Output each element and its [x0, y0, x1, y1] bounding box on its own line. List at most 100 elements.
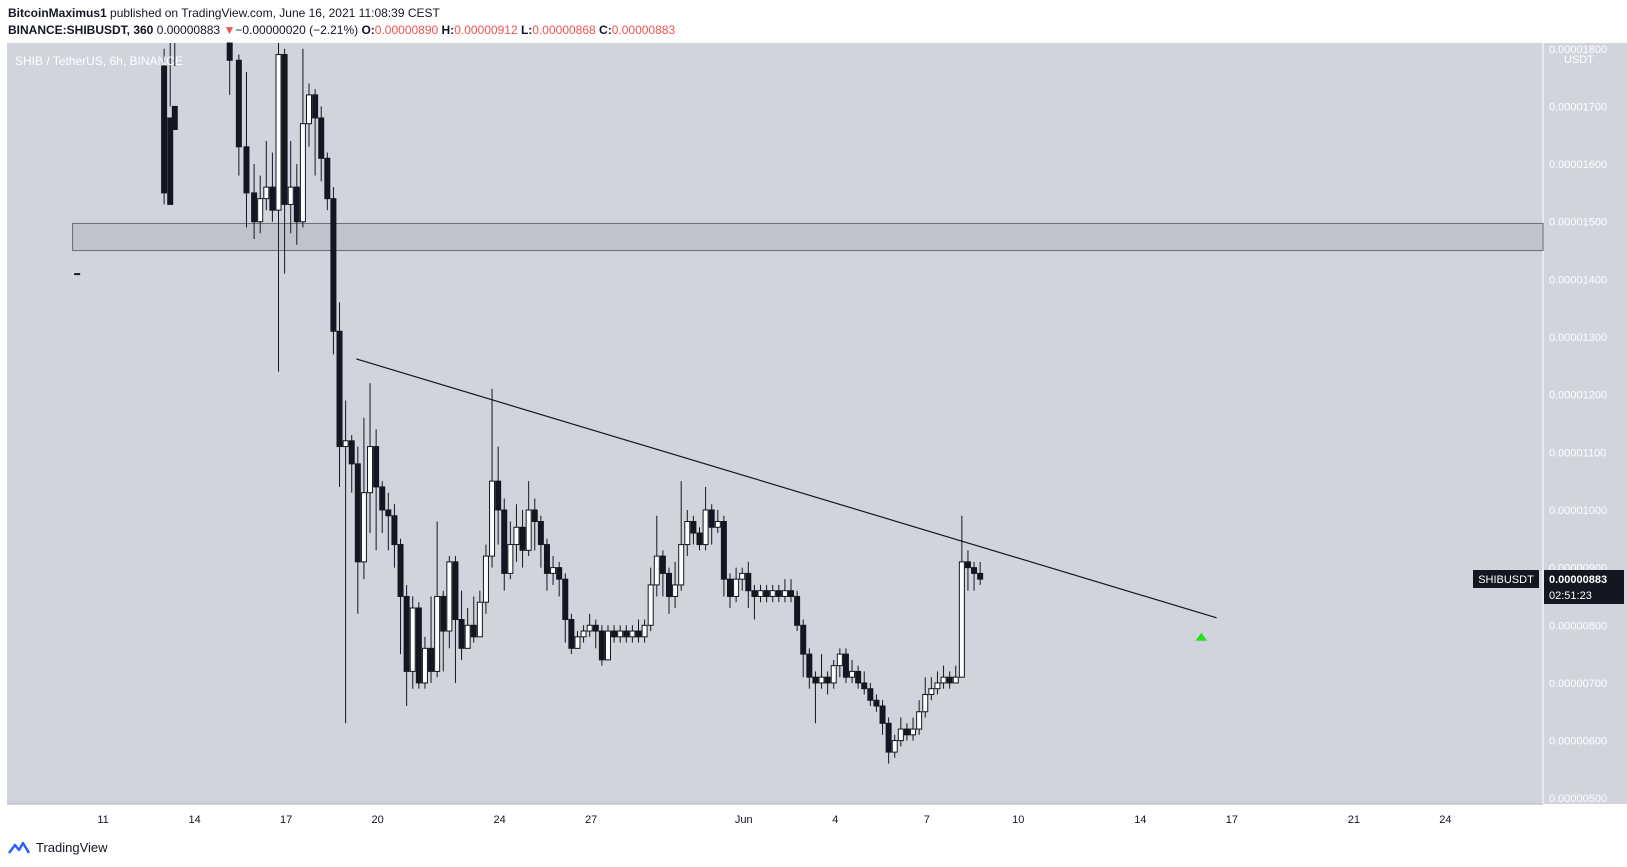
candle[interactable] [464, 607, 471, 649]
candle[interactable] [641, 619, 648, 643]
candle[interactable] [312, 89, 319, 176]
candle[interactable] [592, 619, 599, 649]
candle[interactable] [74, 43, 81, 276]
candle[interactable] [348, 435, 355, 493]
candle[interactable] [446, 556, 453, 649]
candle[interactable] [421, 636, 428, 689]
candle[interactable] [940, 665, 947, 689]
candle[interactable] [568, 613, 575, 655]
candle[interactable] [409, 596, 416, 689]
candle[interactable] [678, 481, 685, 591]
candle[interactable] [830, 659, 837, 689]
candle[interactable] [659, 550, 666, 597]
candle[interactable] [293, 164, 300, 245]
resistance-zone[interactable] [72, 222, 1544, 252]
candle[interactable] [556, 561, 563, 597]
plot-area[interactable] [7, 43, 1543, 804]
candle[interactable] [897, 717, 904, 747]
candle[interactable] [379, 481, 386, 534]
candle[interactable] [354, 446, 361, 614]
candle[interactable] [958, 515, 965, 678]
candle[interactable] [903, 723, 910, 741]
candle[interactable] [306, 83, 313, 147]
candle[interactable] [495, 446, 502, 545]
candle[interactable] [611, 625, 618, 643]
candle[interactable] [946, 671, 953, 689]
candle[interactable] [373, 429, 380, 551]
candle[interactable] [342, 400, 349, 724]
candle[interactable] [318, 106, 325, 182]
author-name[interactable]: BitcoinMaximus1 [8, 6, 107, 20]
candle[interactable] [781, 579, 788, 603]
candle[interactable] [891, 734, 898, 758]
candle[interactable] [507, 521, 514, 580]
candle[interactable] [769, 584, 776, 603]
candle[interactable] [812, 671, 819, 724]
candle[interactable] [263, 141, 270, 211]
candle[interactable] [226, 42, 233, 95]
candle[interactable] [287, 141, 294, 234]
candle[interactable] [818, 654, 825, 689]
candle[interactable] [842, 648, 849, 683]
candle[interactable] [428, 596, 435, 683]
candle[interactable] [794, 590, 801, 632]
candle[interactable] [519, 509, 526, 568]
candle[interactable] [861, 671, 868, 695]
candle[interactable] [653, 515, 660, 597]
candle[interactable] [824, 671, 831, 695]
candle[interactable] [690, 515, 697, 545]
candle[interactable] [916, 700, 923, 735]
candle[interactable] [849, 659, 856, 683]
candle[interactable] [397, 538, 404, 655]
candle[interactable] [745, 561, 752, 608]
candle[interactable] [385, 492, 392, 551]
candle[interactable] [161, 48, 168, 205]
candle[interactable] [964, 550, 971, 591]
candle[interactable] [922, 677, 929, 718]
candle[interactable] [513, 504, 520, 562]
candle[interactable] [275, 43, 282, 372]
candle[interactable] [470, 596, 477, 643]
candle[interactable] [867, 682, 874, 706]
time-axis[interactable] [7, 804, 1543, 830]
candle[interactable] [977, 561, 984, 585]
descending-trendline[interactable] [356, 358, 1217, 619]
candle[interactable] [855, 665, 862, 689]
candle[interactable] [167, 43, 174, 205]
candle[interactable] [171, 43, 178, 130]
candle[interactable] [531, 498, 538, 551]
candle[interactable] [574, 631, 581, 649]
candle[interactable] [617, 625, 624, 643]
candle[interactable] [672, 561, 679, 608]
candle[interactable] [635, 619, 642, 643]
candle[interactable] [501, 498, 508, 591]
candle[interactable] [403, 584, 410, 706]
candle[interactable] [763, 584, 770, 603]
candle[interactable] [971, 561, 978, 591]
candle[interactable] [800, 619, 807, 678]
candle[interactable] [452, 556, 459, 683]
candle[interactable] [598, 625, 605, 666]
candle[interactable] [684, 509, 691, 557]
candle[interactable] [434, 521, 441, 678]
candle[interactable] [952, 665, 959, 684]
candle[interactable] [543, 538, 550, 591]
candle[interactable] [257, 175, 264, 234]
candle[interactable] [928, 677, 935, 701]
candle[interactable] [550, 556, 557, 585]
candle[interactable] [714, 509, 721, 534]
candle[interactable] [910, 717, 917, 741]
candle[interactable] [604, 625, 611, 661]
candle[interactable] [324, 152, 331, 211]
candle[interactable] [415, 602, 422, 689]
candle[interactable] [720, 515, 727, 597]
candle[interactable] [330, 187, 337, 355]
candle[interactable] [623, 625, 630, 643]
candle[interactable] [235, 54, 242, 176]
candle[interactable] [708, 504, 715, 545]
footer-brand[interactable]: TradingView [36, 840, 108, 855]
candle[interactable] [629, 625, 636, 643]
price-axis[interactable] [1543, 43, 1627, 804]
candle[interactable] [440, 590, 447, 672]
